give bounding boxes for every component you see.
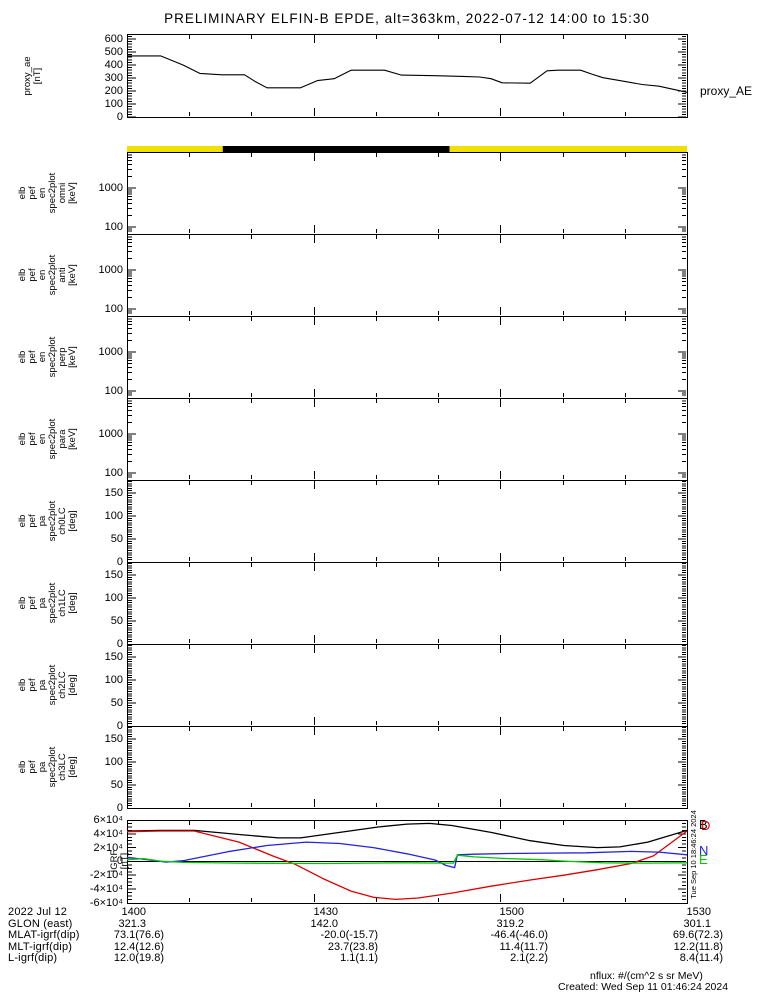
spec-ytick-label: 100 — [104, 510, 123, 522]
spec-ytick-label: 1000 — [98, 428, 123, 440]
spec-ytick-label: 50 — [110, 615, 123, 627]
ephemeris-value: 2.1(2.2) — [510, 952, 548, 964]
proxy-ytick-label: 600 — [104, 33, 123, 45]
coverage-bar-segment — [449, 146, 687, 153]
spec-ytick-label: 50 — [110, 697, 123, 709]
spec-ytick-label: 50 — [110, 533, 123, 545]
ephemeris-value: 321.3 — [118, 917, 146, 930]
ephemeris-value: 12.2(11.8) — [673, 940, 723, 953]
ephemeris-value: 1530 — [686, 906, 711, 918]
spec-ytick-label: 100 — [104, 756, 123, 768]
spec-ytick-label: 150 — [104, 487, 123, 499]
spec-ytick-label: 1000 — [98, 346, 123, 358]
ephemeris-value: 12.4(12.6) — [113, 940, 164, 953]
spec-ytick-label: 1000 — [98, 264, 123, 276]
spec-ytick-label: 100 — [104, 674, 123, 686]
spec-ytick-label: 150 — [104, 651, 123, 663]
spec-ytick-label: 1000 — [98, 182, 123, 194]
ephemeris-value: -46.4(-46.0) — [490, 929, 548, 941]
ephemeris-value: 301.1 — [683, 917, 711, 930]
ephemeris-row-label: L-igrf(dip) — [8, 952, 58, 964]
ephemeris-row-label: MLAT-igrf(dip) — [8, 929, 80, 941]
ephemeris-value: -20.0(-15.7) — [320, 929, 378, 941]
spec-ytick-label: 0 — [116, 720, 123, 732]
proxy-ytick-label: 200 — [104, 85, 123, 97]
spec-ytick-label: 50 — [110, 779, 123, 791]
flux-units-note: nflux: #/(cm^2 s sr MeV) — [590, 970, 703, 982]
spec-ytick-label: 100 — [104, 592, 123, 604]
proxy-ae-series-label: proxy_AE — [700, 84, 753, 98]
ephemeris-value: 73.1(76.6) — [113, 929, 164, 941]
ephemeris-value: 12.0(19.8) — [113, 952, 164, 964]
proxy-ytick-label: 400 — [104, 59, 123, 71]
ephemeris-value: 1.1(1.1) — [340, 952, 378, 964]
proxy-ylabel: proxy_ae [nT] — [22, 16, 44, 136]
igrf-legend-N: N — [699, 843, 709, 858]
igrf-legend-E: E — [699, 852, 708, 867]
spec-ytick-label: 0 — [116, 556, 123, 568]
igrf-ytick-label: 6×10⁴ — [93, 814, 123, 826]
spec-ytick-label: 150 — [104, 733, 123, 745]
ephemeris-value: 1500 — [499, 906, 524, 918]
spec-ytick-label: 100 — [104, 467, 123, 479]
igrf-ytick-label: 2×10⁴ — [93, 841, 123, 854]
proxy-ytick-label: 500 — [104, 46, 123, 58]
ephemeris-value: 23.7(23.8) — [327, 940, 378, 953]
igrf-ytick-label: -6×10⁴ — [89, 896, 123, 909]
igrf-ytick-label: -2×10⁴ — [89, 869, 123, 882]
igrf-ytick-label: 4×10⁴ — [93, 827, 123, 840]
spec-ytick-label: 0 — [116, 638, 123, 650]
ephemeris-row-label: MLT-igrf(dip) — [8, 940, 73, 953]
igrf-ytick-label: -4×10⁴ — [89, 883, 123, 895]
ephemeris-row-label: 2022 Jul 12 — [8, 906, 68, 918]
spec-ytick-label: 0 — [116, 802, 123, 814]
spec-ytick-label: 150 — [104, 569, 123, 581]
proxy-ylabel-line: [nT] — [32, 67, 43, 85]
coverage-bar-segment — [127, 146, 223, 153]
ephemeris-value: 1430 — [313, 906, 338, 918]
ephemeris-value: 1400 — [121, 906, 146, 918]
coverage-bar-segment — [222, 146, 450, 153]
ephemeris-value: 319.2 — [496, 917, 524, 930]
ephemeris-value: 142.0 — [310, 917, 338, 930]
proxy-ytick-label: 0 — [116, 111, 123, 123]
igrf-legend-B: B — [699, 817, 708, 832]
ephemeris-value: 8.4(11.4) — [679, 952, 723, 964]
igrf-legend-D: D — [701, 818, 711, 833]
spec-ytick-label: 100 — [104, 221, 123, 233]
ephemeris-value: 69.6(72.3) — [672, 929, 723, 941]
ephemeris-row-label: GLON (east) — [8, 917, 73, 930]
spec-ytick-label: 100 — [104, 303, 123, 315]
igrf-ytick-label: 0 — [116, 855, 123, 868]
ephemeris-value: 11.4(11.7) — [499, 940, 548, 953]
spec-ytick-label: 100 — [104, 385, 123, 397]
proxy-ytick-label: 100 — [104, 98, 123, 110]
proxy-ytick-label: 300 — [104, 72, 123, 84]
created-timestamp: Created: Wed Sep 11 01:46:24 2024 — [558, 981, 729, 993]
plot-title: PRELIMINARY ELFIN-B EPDE, alt=363km, 202… — [164, 11, 650, 26]
